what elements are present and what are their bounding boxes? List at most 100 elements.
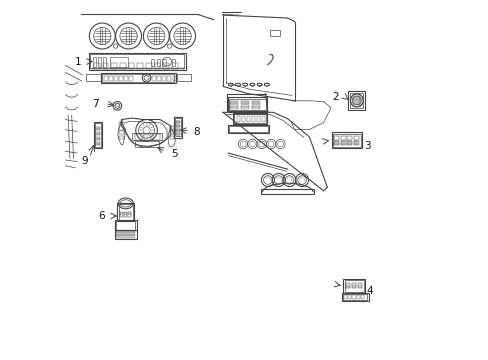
Bar [175, 125, 180, 127]
Bar [171, 63, 177, 69]
Bar [256, 116, 260, 122]
Bar [120, 63, 125, 69]
Bar [116, 221, 135, 230]
Bar [251, 103, 259, 104]
Bar [119, 76, 122, 81]
Bar [114, 76, 118, 81]
Bar [340, 141, 345, 145]
Bar [95, 137, 100, 140]
Text: 7: 7 [92, 99, 99, 109]
Bar [135, 134, 141, 140]
Bar [98, 57, 101, 67]
Bar [353, 136, 358, 140]
Bar [228, 99, 265, 110]
Bar [109, 57, 127, 67]
Bar [251, 107, 259, 109]
Bar [333, 141, 339, 145]
Bar [124, 76, 127, 81]
Bar [144, 134, 150, 140]
Bar [261, 116, 265, 122]
Bar [119, 131, 123, 134]
Bar [251, 101, 259, 102]
Bar [230, 107, 238, 109]
Bar [156, 59, 160, 66]
Bar [152, 76, 155, 81]
Bar [102, 63, 108, 69]
Bar [116, 234, 135, 235]
Bar [116, 235, 135, 236]
Bar [109, 76, 113, 81]
Bar [356, 295, 359, 299]
Bar [341, 293, 368, 301]
Bar [331, 132, 362, 148]
Bar [174, 117, 182, 138]
Bar [347, 91, 365, 110]
Bar [357, 283, 361, 288]
Bar [116, 231, 135, 232]
Bar [260, 189, 313, 194]
Bar [157, 76, 160, 81]
Bar [95, 142, 100, 145]
Bar [154, 63, 160, 69]
Bar [163, 63, 168, 69]
Bar [342, 294, 366, 300]
Bar [102, 74, 174, 82]
Bar [153, 134, 159, 140]
Bar [175, 129, 180, 131]
Bar [118, 204, 133, 220]
Bar [353, 141, 358, 145]
Bar [162, 59, 166, 66]
Bar [228, 126, 267, 132]
Bar [90, 54, 183, 68]
Bar [177, 74, 191, 81]
Bar [145, 63, 151, 69]
Bar [234, 114, 265, 123]
Bar [246, 116, 250, 122]
Bar [169, 131, 174, 134]
Bar [241, 103, 248, 104]
Text: 9: 9 [81, 156, 87, 166]
Bar [116, 237, 135, 238]
Bar [343, 279, 365, 293]
Bar [236, 116, 240, 122]
Bar [89, 53, 186, 70]
Bar [94, 122, 102, 148]
Bar [241, 107, 248, 109]
Bar [167, 76, 170, 81]
Bar [132, 133, 162, 140]
Bar [123, 212, 127, 217]
Bar [95, 132, 100, 135]
Bar [169, 126, 174, 130]
Bar [120, 212, 122, 217]
Bar [128, 212, 131, 217]
Bar [171, 59, 175, 66]
Bar [128, 63, 134, 69]
Bar [86, 74, 101, 81]
Bar [117, 203, 134, 221]
Bar [269, 30, 280, 36]
Bar [346, 283, 349, 288]
Bar [104, 76, 107, 81]
Bar [162, 76, 165, 81]
Bar [343, 295, 346, 299]
Text: 1: 1 [75, 57, 81, 67]
Bar [347, 295, 351, 299]
Bar [227, 125, 268, 133]
Bar [151, 59, 154, 66]
Text: 2: 2 [331, 92, 338, 102]
Bar [251, 105, 259, 107]
Bar [92, 57, 96, 67]
Text: 6: 6 [98, 211, 104, 221]
Bar [116, 232, 135, 233]
Bar [175, 118, 181, 136]
Bar [119, 122, 123, 125]
Bar [129, 76, 133, 81]
Bar [115, 230, 136, 239]
Bar [241, 105, 248, 107]
Bar [101, 73, 176, 83]
Bar [175, 132, 180, 135]
Bar [172, 76, 175, 81]
Text: 8: 8 [193, 127, 200, 137]
Bar [241, 101, 248, 102]
Bar [251, 116, 255, 122]
